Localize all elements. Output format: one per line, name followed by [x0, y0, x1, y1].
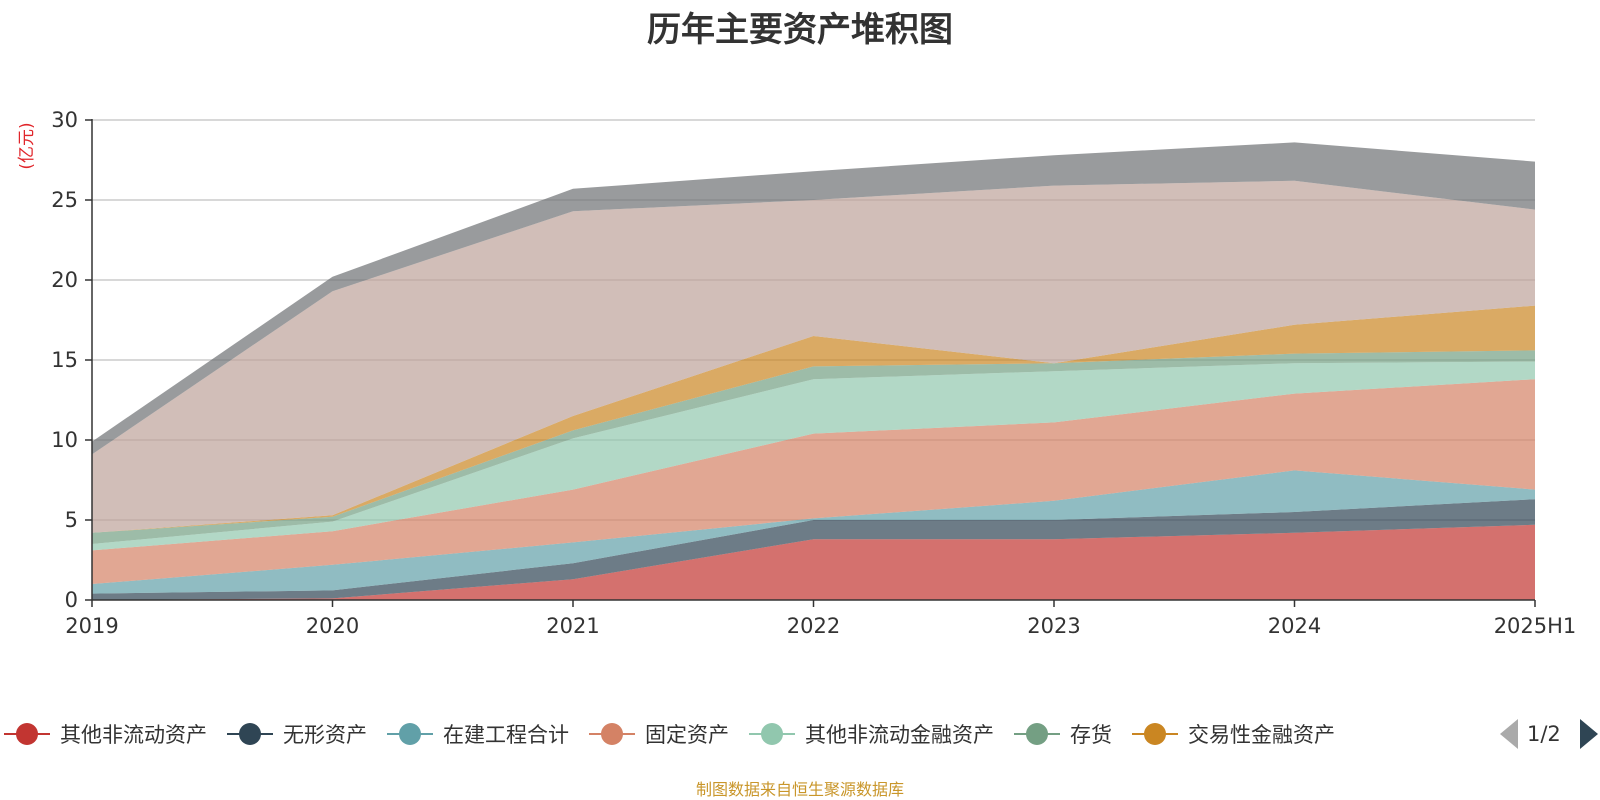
y-tick-label: 30: [51, 108, 78, 132]
x-tick-label: 2020: [306, 614, 359, 638]
legend-item[interactable]: 在建工程合计: [387, 723, 569, 747]
legend-circle-icon: [601, 723, 623, 745]
x-tick-label: 2022: [787, 614, 840, 638]
legend-label: 固定资产: [645, 723, 729, 747]
legend-label: 无形资产: [283, 723, 367, 747]
legend-circle-icon: [16, 723, 38, 745]
area-series-4: [92, 379, 1535, 584]
y-tick-label: 0: [65, 588, 78, 612]
x-tick-label: 2025H1: [1494, 614, 1577, 638]
y-axis-unit-label: (亿元): [17, 122, 37, 169]
legend-item[interactable]: 其他非流动金融资产: [749, 723, 994, 747]
chart-title: 历年主要资产堆积图: [647, 10, 953, 50]
y-tick-label: 10: [51, 428, 78, 452]
legend-label: 其他非流动资产: [60, 723, 207, 747]
axes: 0 5 10 15 20 25 30 2019 2020 2021 2022 2023 2024 2025…: [51, 108, 1576, 638]
legend-item[interactable]: 其他非流动资产: [4, 723, 207, 747]
legend-page-indicator: 1/2: [1527, 722, 1561, 746]
area-series-5: [92, 361, 1535, 551]
area-series-6: [92, 350, 1535, 544]
area-series-8: [92, 180, 1535, 533]
legend-label: 其他非流动金融资产: [805, 723, 994, 747]
area-series-3: [92, 470, 1535, 594]
area-series-2: [92, 499, 1535, 600]
legend-circle-icon: [1144, 723, 1166, 745]
legend-label: 存货: [1070, 723, 1112, 747]
source-note: 制图数据来自恒生聚源数据库: [695, 780, 904, 799]
legend-item[interactable]: 存货: [1014, 723, 1112, 747]
legend-circle-icon: [239, 723, 261, 745]
legend-label: 交易性金融资产: [1188, 723, 1335, 747]
legend-item[interactable]: 交易性金融资产: [1132, 723, 1335, 747]
legend-circle-icon: [399, 723, 421, 745]
legend-prev-page-icon[interactable]: [1500, 719, 1518, 749]
x-tick-label: 2023: [1027, 614, 1080, 638]
legend-next-page-icon[interactable]: [1580, 719, 1598, 749]
legend-item[interactable]: 无形资产: [227, 723, 367, 747]
y-tick-label: 5: [65, 508, 78, 532]
area-series-7: [92, 305, 1535, 533]
y-tick-label: 15: [51, 348, 78, 372]
x-tick-label: 2019: [65, 614, 118, 638]
y-tick-label: 25: [51, 188, 78, 212]
x-tick-label: 2024: [1268, 614, 1321, 638]
legend-label: 在建工程合计: [443, 723, 569, 747]
area-series-9: [92, 142, 1535, 455]
legend-circle-icon: [1026, 723, 1048, 745]
area-series-1: [92, 524, 1535, 600]
legend-item[interactable]: 固定资产: [589, 723, 729, 747]
legend-circle-icon: [761, 723, 783, 745]
x-tick-label: 2021: [546, 614, 599, 638]
legend: 其他非流动资产 无形资产 在建工程合计 固定资产 其他非流动金融资产 存货 交易性金融资产 1…: [4, 719, 1598, 749]
area-series: [92, 142, 1535, 600]
y-tick-label: 20: [51, 268, 78, 292]
